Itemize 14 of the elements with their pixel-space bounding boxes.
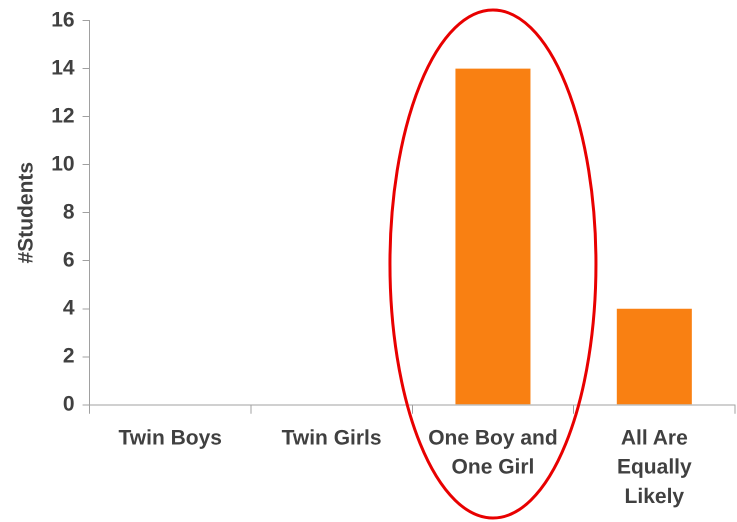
y-tick-label: 10 bbox=[51, 152, 75, 176]
y-tick-label: 8 bbox=[62, 200, 75, 224]
y-tick-label: 16 bbox=[51, 8, 75, 32]
y-tick-label: 2 bbox=[62, 344, 75, 368]
x-tick-label: Twin Boys bbox=[118, 426, 222, 450]
x-tick-label: One Boy and One Girl bbox=[428, 426, 558, 479]
y-tick-label: 0 bbox=[62, 392, 75, 416]
y-tick-label: 6 bbox=[62, 248, 75, 272]
y-tick-label: 12 bbox=[51, 104, 75, 128]
y-tick-label: 4 bbox=[62, 296, 75, 320]
y-axis-title: #Students bbox=[14, 162, 38, 264]
x-tick-label: All Are Equally Likely bbox=[616, 426, 692, 508]
y-tick-label: 14 bbox=[51, 56, 75, 80]
x-tick-label: Twin Girls bbox=[282, 426, 382, 450]
